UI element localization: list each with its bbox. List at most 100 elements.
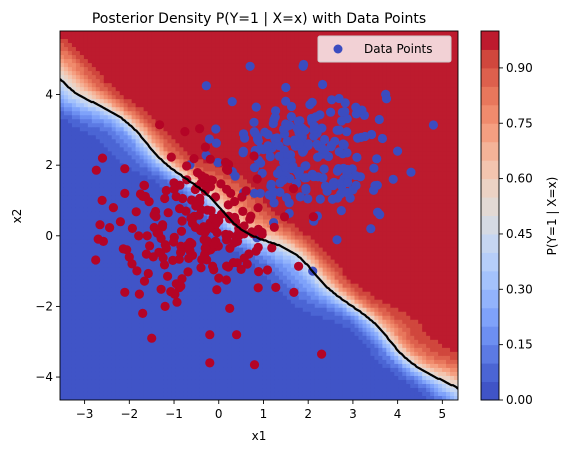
- data-point-class-1: [301, 185, 310, 194]
- colorbar-segment: [481, 289, 499, 308]
- data-point-class-1: [256, 159, 265, 168]
- data-point-class-0: [132, 266, 141, 275]
- data-point-class-1: [264, 130, 273, 139]
- data-point-class-1: [269, 187, 278, 196]
- data-point-class-1: [352, 153, 361, 162]
- data-point-class-1: [373, 208, 382, 217]
- data-point-class-1: [305, 100, 314, 109]
- data-point-class-0: [91, 255, 100, 264]
- x-axis-label: x1: [252, 429, 267, 443]
- colorbar-segment: [481, 31, 499, 50]
- data-point-class-0: [167, 153, 176, 162]
- data-point-class-0: [201, 173, 210, 182]
- chart-title: Posterior Density P(Y=1 | X=x) with Data…: [92, 11, 426, 27]
- data-point-class-0: [289, 288, 298, 297]
- data-point-class-1: [211, 124, 220, 133]
- data-point-class-1: [266, 152, 275, 161]
- data-point-class-0: [140, 181, 149, 190]
- data-point-class-1: [263, 141, 272, 150]
- x-tick-label: 4: [394, 407, 402, 421]
- data-point-class-0: [105, 223, 114, 232]
- data-point-class-0: [158, 220, 167, 229]
- data-point-class-0: [177, 227, 186, 236]
- data-point-class-0: [150, 210, 159, 219]
- data-point-class-1: [327, 141, 336, 150]
- x-tick-label: 2: [304, 407, 312, 421]
- data-point-class-0: [184, 254, 193, 263]
- colorbar-segment: [481, 308, 499, 327]
- data-point-class-0: [109, 203, 118, 212]
- data-point-class-1: [302, 173, 311, 182]
- data-point-class-0: [254, 283, 263, 292]
- data-point-class-0: [195, 124, 204, 133]
- data-point-class-0: [280, 212, 289, 221]
- data-point-class-0: [116, 217, 125, 226]
- data-point-class-0: [183, 267, 192, 276]
- data-point-class-1: [312, 140, 321, 149]
- data-point-class-1: [327, 95, 336, 104]
- colorbar-tick-label: 0.45: [506, 227, 533, 241]
- data-point-class-0: [178, 194, 187, 203]
- data-point-class-0: [237, 265, 246, 274]
- x-tick-label: 5: [439, 407, 447, 421]
- data-point-class-0: [98, 196, 107, 205]
- data-point-class-0: [120, 164, 129, 173]
- data-point-class-1: [212, 139, 221, 148]
- data-point-class-1: [337, 116, 346, 125]
- data-point-class-1: [340, 140, 349, 149]
- data-point-class-0: [245, 215, 254, 224]
- colorbar-tick-label: 0.75: [506, 116, 533, 130]
- data-point-class-0: [195, 211, 204, 220]
- data-point-class-0: [160, 260, 169, 269]
- data-point-class-1: [286, 150, 295, 159]
- y-tick-label: −2: [35, 299, 53, 313]
- data-point-class-1: [316, 195, 325, 204]
- data-point-class-0: [271, 283, 280, 292]
- data-point-class-0: [263, 265, 272, 274]
- data-point-class-0: [294, 262, 303, 271]
- data-point-class-0: [209, 265, 218, 274]
- data-point-class-1: [282, 122, 291, 131]
- data-point-class-0: [254, 203, 263, 212]
- data-point-class-1: [281, 83, 290, 92]
- data-point-class-0: [145, 241, 154, 250]
- data-point-class-0: [162, 244, 171, 253]
- data-point-class-0: [163, 272, 172, 281]
- colorbar-ticks: 0.000.150.300.450.600.750.90: [499, 61, 533, 407]
- data-point-class-1: [239, 147, 248, 156]
- data-point-class-0: [205, 330, 214, 339]
- data-point-class-1: [393, 147, 402, 156]
- data-point-class-0: [221, 230, 230, 239]
- data-point-class-1: [249, 118, 258, 127]
- data-point-class-0: [254, 267, 263, 276]
- colorbar: [481, 31, 499, 401]
- data-point-class-1: [357, 133, 366, 142]
- colorbar-segment: [481, 326, 499, 345]
- colorbar-segment: [481, 49, 499, 68]
- data-point-class-0: [178, 216, 187, 225]
- data-point-class-1: [299, 60, 308, 69]
- data-point-class-1: [202, 81, 211, 90]
- data-point-class-0: [223, 166, 232, 175]
- data-point-class-0: [120, 189, 129, 198]
- data-point-class-0: [172, 298, 181, 307]
- data-point-class-1: [372, 154, 381, 163]
- x-tick-label: 0: [215, 407, 223, 421]
- data-point-class-0: [254, 243, 263, 252]
- data-point-class-1: [287, 102, 296, 111]
- data-point-class-0: [145, 197, 154, 206]
- colorbar-tick-label: 0.15: [506, 338, 533, 352]
- colorbar-segment: [481, 123, 499, 142]
- data-point-class-1: [288, 162, 297, 171]
- data-point-class-1: [228, 97, 237, 106]
- data-point-class-0: [317, 350, 326, 359]
- data-point-class-1: [240, 134, 249, 143]
- data-point-class-0: [175, 204, 184, 213]
- data-point-class-1: [231, 172, 240, 181]
- y-tick-label: 0: [45, 229, 53, 243]
- data-point-class-1: [310, 122, 319, 131]
- data-point-class-0: [226, 189, 235, 198]
- data-point-class-1: [389, 175, 398, 184]
